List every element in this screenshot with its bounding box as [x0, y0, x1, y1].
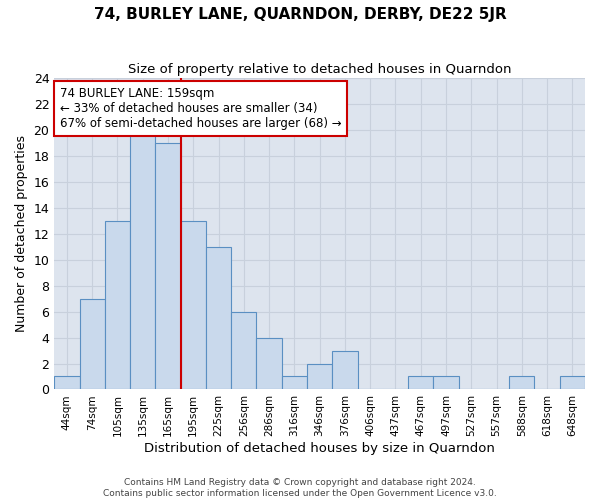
Bar [282, 376, 307, 390]
Bar [332, 350, 358, 390]
Bar [408, 376, 433, 390]
Bar [509, 376, 535, 390]
Bar [206, 246, 231, 390]
Bar [155, 143, 181, 390]
Bar [54, 376, 80, 390]
Bar [130, 130, 155, 390]
X-axis label: Distribution of detached houses by size in Quarndon: Distribution of detached houses by size … [144, 442, 495, 455]
Bar [105, 221, 130, 390]
Bar [433, 376, 458, 390]
Text: 74 BURLEY LANE: 159sqm
← 33% of detached houses are smaller (34)
67% of semi-det: 74 BURLEY LANE: 159sqm ← 33% of detached… [59, 88, 341, 130]
Text: 74, BURLEY LANE, QUARNDON, DERBY, DE22 5JR: 74, BURLEY LANE, QUARNDON, DERBY, DE22 5… [94, 8, 506, 22]
Bar [560, 376, 585, 390]
Y-axis label: Number of detached properties: Number of detached properties [15, 136, 28, 332]
Title: Size of property relative to detached houses in Quarndon: Size of property relative to detached ho… [128, 62, 511, 76]
Text: Contains HM Land Registry data © Crown copyright and database right 2024.
Contai: Contains HM Land Registry data © Crown c… [103, 478, 497, 498]
Bar [80, 298, 105, 390]
Bar [307, 364, 332, 390]
Bar [256, 338, 282, 390]
Bar [231, 312, 256, 390]
Bar [181, 221, 206, 390]
